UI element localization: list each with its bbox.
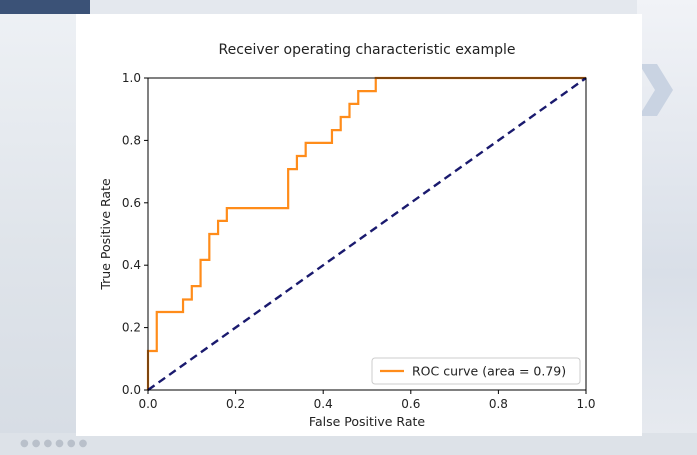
y-tick-label: 0.6 (122, 196, 141, 210)
plot-area: 0.0 0.2 0.4 0.6 0.8 1.0 0.0 0.2 0.4 0.6 0.8 1.0 (122, 71, 596, 411)
x-tick-label: 1.0 (576, 397, 595, 411)
background-left-panel (0, 0, 90, 455)
legend: ROC curve (area = 0.79) (371, 357, 581, 385)
x-tick-label: 0.0 (138, 397, 157, 411)
x-tick-label: 0.6 (401, 397, 420, 411)
y-tick-label: 0.4 (122, 258, 141, 272)
background-top-bar (0, 0, 90, 14)
legend-box (371, 357, 581, 385)
y-axis-label: True Positive Rate (98, 178, 113, 291)
y-tick-label: 0.8 (122, 133, 141, 147)
chart-card: Receiver operating characteristic exampl… (76, 14, 642, 436)
roc-chart: Receiver operating characteristic exampl… (98, 42, 596, 429)
pagination-dots-icon: ●●●●●● (20, 438, 91, 449)
y-tick-label: 0.0 (122, 383, 141, 397)
roc-curve-line (146, 76, 586, 390)
x-tick-label: 0.4 (314, 397, 333, 411)
x-tick-label: 0.2 (226, 397, 245, 411)
x-axis-label: False Positive Rate (309, 414, 425, 429)
chart-title: Receiver operating characteristic exampl… (218, 42, 515, 58)
axes-frame (147, 77, 587, 391)
y-tick-label: 0.2 (122, 321, 141, 335)
background-bottom-bar: ●●●●●● (0, 433, 697, 455)
legend-entry-label: ROC curve (area = 0.79) (412, 364, 566, 379)
chevron-right-icon (639, 64, 673, 116)
x-tick-label: 0.8 (489, 397, 508, 411)
y-tick-label: 1.0 (122, 71, 141, 85)
chance-diagonal-line (147, 77, 587, 391)
